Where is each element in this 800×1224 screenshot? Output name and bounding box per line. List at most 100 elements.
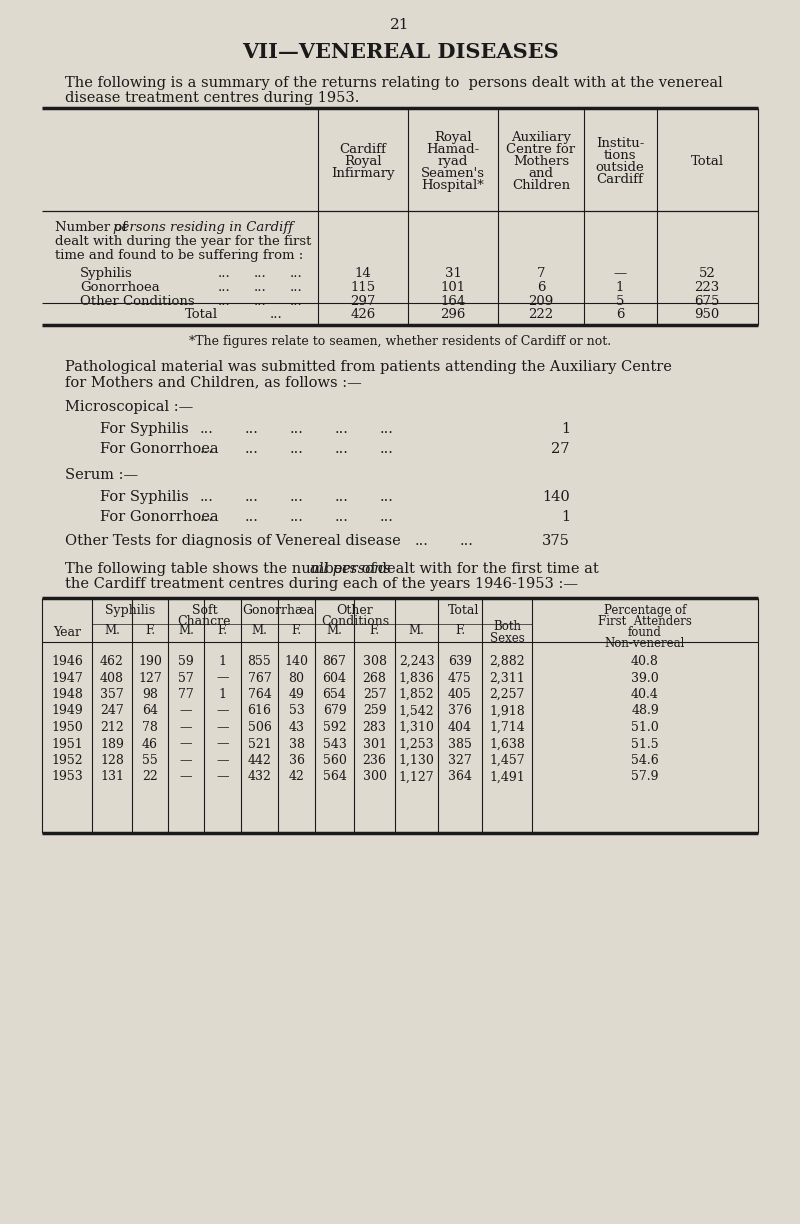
- Text: 190: 190: [138, 655, 162, 668]
- Text: 101: 101: [441, 282, 466, 294]
- Text: 1: 1: [218, 688, 226, 701]
- Text: 1: 1: [561, 510, 570, 524]
- Text: VII—VENEREAL DISEASES: VII—VENEREAL DISEASES: [242, 42, 558, 62]
- Text: 1,638: 1,638: [489, 738, 525, 750]
- Text: 506: 506: [247, 721, 271, 734]
- Text: 521: 521: [248, 738, 271, 750]
- Text: 385: 385: [448, 738, 472, 750]
- Text: Other: Other: [337, 603, 374, 617]
- Text: ...: ...: [290, 295, 302, 308]
- Text: Syphilis: Syphilis: [105, 603, 155, 617]
- Text: Infirmary: Infirmary: [331, 166, 395, 180]
- Text: ...: ...: [335, 422, 349, 436]
- Text: 1,918: 1,918: [489, 705, 525, 717]
- Text: 1: 1: [218, 655, 226, 668]
- Text: 404: 404: [448, 721, 472, 734]
- Text: 140: 140: [542, 490, 570, 504]
- Text: Centre for: Centre for: [506, 143, 575, 155]
- Text: 1: 1: [561, 422, 570, 436]
- Text: ...: ...: [254, 282, 266, 294]
- Text: 654: 654: [322, 688, 346, 701]
- Text: 1950: 1950: [51, 721, 83, 734]
- Text: 1,714: 1,714: [489, 721, 525, 734]
- Text: —: —: [180, 705, 192, 717]
- Text: 1947: 1947: [51, 672, 83, 684]
- Text: 1948: 1948: [51, 688, 83, 701]
- Text: 6: 6: [537, 282, 546, 294]
- Text: 1953: 1953: [51, 770, 83, 783]
- Text: 164: 164: [440, 295, 466, 308]
- Text: 98: 98: [142, 688, 158, 701]
- Text: 268: 268: [362, 672, 386, 684]
- Text: Royal: Royal: [434, 131, 472, 144]
- Text: Conditions: Conditions: [321, 614, 389, 628]
- Text: ...: ...: [245, 422, 259, 436]
- Text: 308: 308: [362, 655, 386, 668]
- Text: First  Attenders: First Attenders: [598, 614, 692, 628]
- Text: —: —: [216, 705, 229, 717]
- Text: 462: 462: [100, 655, 124, 668]
- Text: 1,130: 1,130: [398, 754, 434, 767]
- Text: Mothers: Mothers: [513, 155, 569, 168]
- Text: 78: 78: [142, 721, 158, 734]
- Text: 80: 80: [289, 672, 305, 684]
- Text: 6: 6: [616, 308, 624, 321]
- Text: ...: ...: [245, 490, 259, 504]
- Text: 57: 57: [178, 672, 194, 684]
- Text: ...: ...: [245, 510, 259, 524]
- Text: Microscopical :—: Microscopical :—: [65, 400, 194, 414]
- Text: ...: ...: [290, 442, 304, 457]
- Text: 1: 1: [616, 282, 624, 294]
- Text: M.: M.: [104, 624, 120, 636]
- Text: 855: 855: [248, 655, 271, 668]
- Text: 675: 675: [694, 295, 720, 308]
- Text: 764: 764: [247, 688, 271, 701]
- Text: 560: 560: [322, 754, 346, 767]
- Text: 38: 38: [289, 738, 305, 750]
- Text: ...: ...: [254, 295, 266, 308]
- Text: ...: ...: [290, 267, 302, 280]
- Text: Gonorrhoea: Gonorrhoea: [80, 282, 160, 294]
- Text: 375: 375: [542, 534, 570, 548]
- Text: the Cardiff treatment centres during each of the years 1946-1953 :—: the Cardiff treatment centres during eac…: [65, 577, 578, 591]
- Text: 300: 300: [362, 770, 386, 783]
- Text: 283: 283: [362, 721, 386, 734]
- Text: 301: 301: [362, 738, 386, 750]
- Text: found: found: [628, 625, 662, 639]
- Text: F.: F.: [145, 624, 155, 636]
- Text: 209: 209: [528, 295, 554, 308]
- Text: 405: 405: [448, 688, 472, 701]
- Text: Gonorrhæa: Gonorrhæa: [242, 603, 314, 617]
- Text: 543: 543: [322, 738, 346, 750]
- Text: Sexes: Sexes: [490, 632, 524, 645]
- Text: 2,882: 2,882: [489, 655, 525, 668]
- Text: 7: 7: [537, 267, 546, 280]
- Text: 64: 64: [142, 705, 158, 717]
- Text: 131: 131: [100, 770, 124, 783]
- Text: 14: 14: [354, 267, 371, 280]
- Text: —: —: [216, 721, 229, 734]
- Text: M.: M.: [409, 624, 425, 636]
- Text: Pathological material was submitted from patients attending the Auxiliary Centre: Pathological material was submitted from…: [65, 360, 672, 375]
- Text: 426: 426: [350, 308, 376, 321]
- Text: 1,852: 1,852: [398, 688, 434, 701]
- Text: persons residing in Cardiff: persons residing in Cardiff: [113, 222, 293, 234]
- Text: ...: ...: [200, 510, 214, 524]
- Text: —: —: [216, 770, 229, 783]
- Text: 259: 259: [362, 705, 386, 717]
- Text: 408: 408: [100, 672, 124, 684]
- Text: M.: M.: [326, 624, 342, 636]
- Text: Other Tests for diagnosis of Venereal disease: Other Tests for diagnosis of Venereal di…: [65, 534, 401, 548]
- Text: ...: ...: [218, 295, 230, 308]
- Text: For Syphilis: For Syphilis: [100, 422, 189, 436]
- Text: 1,491: 1,491: [489, 770, 525, 783]
- Text: 39.0: 39.0: [631, 672, 659, 684]
- Text: Number of: Number of: [55, 222, 131, 234]
- Text: Percentage of: Percentage of: [604, 603, 686, 617]
- Text: 54.6: 54.6: [631, 754, 659, 767]
- Text: —: —: [216, 754, 229, 767]
- Text: *The figures relate to seamen, whether residents of Cardiff or not.: *The figures relate to seamen, whether r…: [189, 335, 611, 348]
- Text: 128: 128: [100, 754, 124, 767]
- Text: dealt with during the year for the first: dealt with during the year for the first: [55, 235, 311, 248]
- Text: —: —: [216, 738, 229, 750]
